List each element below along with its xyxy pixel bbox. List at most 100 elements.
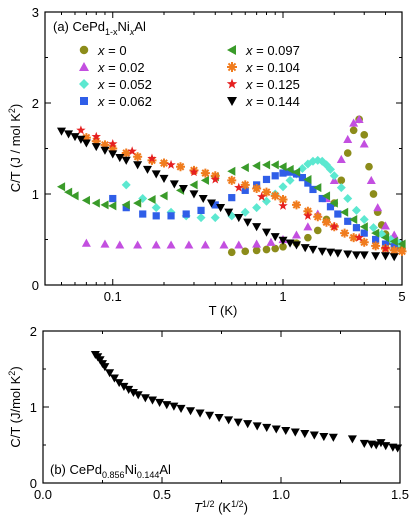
data-point <box>360 131 369 139</box>
data-point <box>371 228 380 238</box>
data-point <box>380 243 391 253</box>
data-point <box>278 194 288 204</box>
data-point <box>243 218 253 227</box>
data-point <box>109 374 119 383</box>
data-point <box>262 175 271 184</box>
y-axis-label-b: C/T (J/mol K2) <box>7 366 23 447</box>
data-point <box>252 422 262 431</box>
data-point <box>359 251 369 260</box>
data-point <box>349 118 359 127</box>
data-point <box>139 210 147 218</box>
data-point <box>195 409 205 418</box>
data-point <box>369 190 378 198</box>
data-point <box>329 221 339 231</box>
data-point <box>297 164 307 174</box>
data-point <box>81 133 91 143</box>
data-point <box>285 164 294 174</box>
data-point <box>359 237 369 247</box>
data-point <box>147 153 157 163</box>
data-point <box>373 203 383 212</box>
data-point <box>252 223 262 232</box>
data-point <box>155 398 165 407</box>
data-point <box>290 428 300 437</box>
data-point <box>91 198 100 208</box>
y-tick-label-b: 1 <box>30 400 37 415</box>
legend-marker <box>227 97 237 106</box>
data-point <box>271 172 279 180</box>
data-point <box>281 426 291 436</box>
legend-marker <box>227 45 236 55</box>
data-point <box>133 161 143 170</box>
data-point <box>291 230 301 239</box>
data-point <box>278 182 288 192</box>
data-point <box>133 152 143 162</box>
data-point <box>304 233 312 242</box>
data-point <box>243 420 253 429</box>
data-point <box>359 222 368 232</box>
data-point <box>340 207 349 217</box>
data-point <box>64 187 73 197</box>
data-point <box>371 441 381 450</box>
legend-label: x = 0.104 <box>245 60 300 75</box>
data-point <box>200 240 210 249</box>
data-point <box>393 444 403 453</box>
data-point <box>169 180 179 189</box>
data-point <box>152 212 160 220</box>
data-point <box>143 165 153 174</box>
data-point <box>252 161 261 171</box>
data-a <box>56 114 407 262</box>
data-point <box>210 174 220 184</box>
data-point <box>133 391 143 400</box>
data-point <box>318 194 326 203</box>
y-tick-label-a: 0 <box>32 278 39 293</box>
data-point <box>175 162 185 172</box>
data-point <box>279 242 287 251</box>
data-point <box>340 228 350 238</box>
legend-marker <box>227 62 237 72</box>
data-point <box>286 168 294 176</box>
data-point <box>91 131 101 141</box>
data-point <box>300 244 310 253</box>
x-tick-label-b: 1.5 <box>391 487 409 502</box>
data-point <box>211 201 219 209</box>
data-point <box>262 196 272 206</box>
data-point <box>285 175 295 185</box>
panel-b-label: (b) CePd0.856Ni0.144Al <box>50 462 171 480</box>
data-point <box>252 239 262 248</box>
data-point <box>366 175 376 184</box>
data-point <box>371 241 381 251</box>
data-point <box>100 146 110 155</box>
data-point <box>108 144 118 153</box>
data-point <box>298 174 306 182</box>
data-point <box>381 252 391 261</box>
data-point <box>397 246 407 256</box>
data-point <box>162 401 172 410</box>
data-point <box>184 240 194 249</box>
data-point <box>56 127 66 136</box>
data-point <box>389 236 398 246</box>
data-point <box>389 253 399 262</box>
data-point <box>159 191 168 201</box>
data-point <box>257 191 267 201</box>
data-point <box>317 247 327 256</box>
x-tick-label-b: 1.0 <box>272 487 290 502</box>
data-point <box>200 168 210 178</box>
data-point <box>349 214 358 224</box>
legend-label: x = 0.062 <box>97 94 152 109</box>
data-point <box>309 185 317 194</box>
data-point <box>262 245 271 254</box>
data-point <box>329 198 338 208</box>
data-point <box>56 182 66 192</box>
data-point <box>349 233 359 243</box>
data-point <box>271 244 280 253</box>
data-point <box>308 245 318 255</box>
data-point <box>196 213 206 223</box>
data-point <box>100 363 110 372</box>
data-point <box>151 170 161 179</box>
data-point <box>108 201 117 211</box>
data-point <box>262 228 272 237</box>
data-point <box>336 183 346 193</box>
data-point <box>159 174 169 184</box>
x-tick-label-b: 0.0 <box>34 487 52 502</box>
data-point <box>266 237 276 246</box>
